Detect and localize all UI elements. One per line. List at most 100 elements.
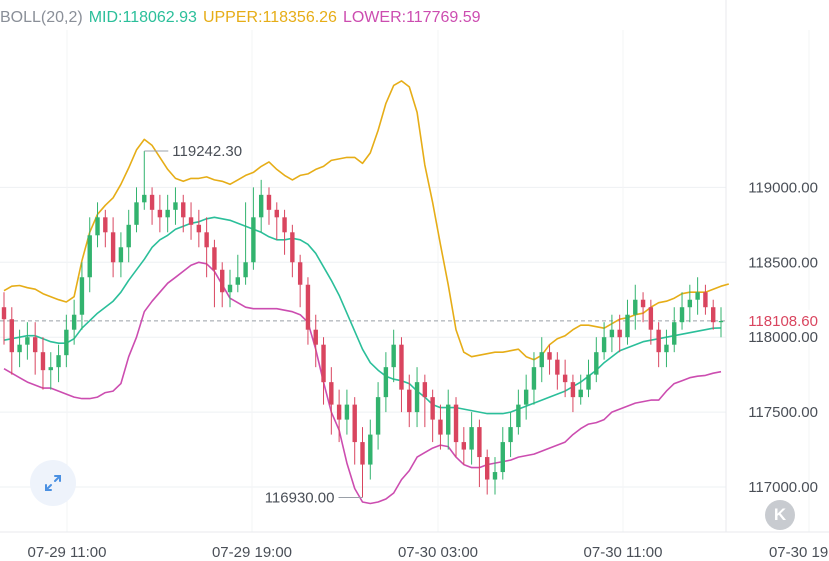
- candle-body: [656, 329, 661, 353]
- time-tick-label: 07-29 19:00: [212, 544, 292, 561]
- lower-band-line: [3, 261, 722, 505]
- candle: [407, 374, 412, 428]
- candle: [383, 352, 389, 413]
- candle: [344, 389, 350, 435]
- candle: [664, 329, 669, 368]
- candle: [594, 337, 599, 383]
- candle-body: [103, 217, 108, 233]
- candle: [718, 307, 724, 338]
- candle: [414, 367, 420, 428]
- candle-body: [422, 382, 428, 398]
- candle-body: [430, 397, 435, 420]
- candle-body: [165, 209, 170, 218]
- candle: [64, 314, 69, 368]
- candle: [492, 457, 498, 495]
- expand-icon: [45, 475, 61, 491]
- time-tick-label: 07-30 19:00: [769, 544, 829, 561]
- candle: [391, 329, 396, 383]
- candle-body: [523, 389, 529, 405]
- candle: [508, 412, 513, 458]
- candle-body: [344, 404, 350, 420]
- price-tick-label: 117000.00: [748, 479, 818, 496]
- candle-body: [336, 404, 342, 420]
- candle: [142, 151, 147, 210]
- grid-lines: [0, 30, 810, 532]
- candle: [56, 344, 61, 383]
- candle-body: [181, 202, 186, 218]
- candle: [430, 389, 435, 443]
- candle-body: [508, 427, 513, 443]
- price-tick-label: 118000.00: [748, 329, 818, 346]
- candle-body: [687, 299, 693, 308]
- candle: [220, 262, 225, 308]
- candle: [336, 389, 342, 443]
- candle-body: [414, 382, 420, 413]
- candle: [679, 292, 685, 330]
- candle-body: [17, 344, 22, 353]
- candle-body: [648, 307, 654, 330]
- candle-body: [282, 217, 287, 233]
- candle-body: [25, 337, 30, 345]
- candle-body: [258, 194, 264, 218]
- candle-body: [274, 209, 279, 218]
- current-price-line: 118108.60: [0, 309, 829, 332]
- candle-body: [594, 352, 599, 375]
- price-axis: 117000.00 117500.00 118000.00 118500.00 1190…: [748, 179, 818, 496]
- candle: [134, 187, 139, 233]
- current-price-label: 118108.60: [748, 313, 818, 330]
- candle-body: [313, 329, 318, 345]
- candle-body: [461, 442, 467, 450]
- candle-body: [711, 307, 716, 323]
- candle: [290, 224, 295, 278]
- candle: [103, 209, 108, 248]
- candle: [32, 322, 38, 375]
- candle: [461, 427, 467, 465]
- candle-body: [196, 224, 202, 233]
- time-tick-label: 07-30 11:00: [584, 544, 663, 561]
- time-tick-label: 07-30 03:00: [398, 544, 478, 561]
- candle-body: [9, 319, 14, 353]
- candle: [243, 202, 248, 285]
- candle-body: [399, 344, 404, 390]
- candle-body: [703, 292, 708, 308]
- candle-body: [110, 232, 116, 263]
- candle: [165, 194, 170, 233]
- candle-body: [64, 329, 69, 356]
- candle: [157, 194, 163, 233]
- candle: [188, 202, 194, 240]
- candle: [40, 337, 46, 390]
- candle-body: [149, 194, 155, 210]
- candle-body: [375, 397, 381, 435]
- candle-body: [329, 382, 334, 405]
- candle: [9, 307, 14, 375]
- candle-body: [157, 209, 163, 218]
- upper-band-line: [3, 80, 730, 361]
- candle: [539, 337, 544, 383]
- candle: [235, 254, 241, 293]
- candle: [446, 389, 451, 450]
- candle: [149, 187, 155, 225]
- candle: [181, 194, 186, 233]
- current-price-tag: [728, 309, 829, 332]
- k-line-button[interactable]: K: [765, 500, 795, 530]
- candle: [48, 352, 53, 390]
- price-tick-label: 117500.00: [748, 404, 818, 421]
- candle: [617, 314, 622, 353]
- candle-body: [220, 269, 225, 293]
- candle: [531, 352, 537, 405]
- candle-body: [383, 367, 389, 398]
- candle: [266, 187, 272, 225]
- candle: [477, 419, 482, 488]
- candle-body: [48, 367, 53, 371]
- candle-body: [305, 284, 311, 330]
- candle: [258, 179, 264, 233]
- expand-button[interactable]: [30, 460, 76, 506]
- candle-body: [134, 202, 139, 225]
- candle-body: [321, 344, 326, 383]
- candle-body: [352, 404, 357, 443]
- candle: [227, 269, 233, 308]
- candle: [204, 217, 209, 278]
- candle-body: [32, 337, 38, 353]
- candle-body: [500, 442, 505, 473]
